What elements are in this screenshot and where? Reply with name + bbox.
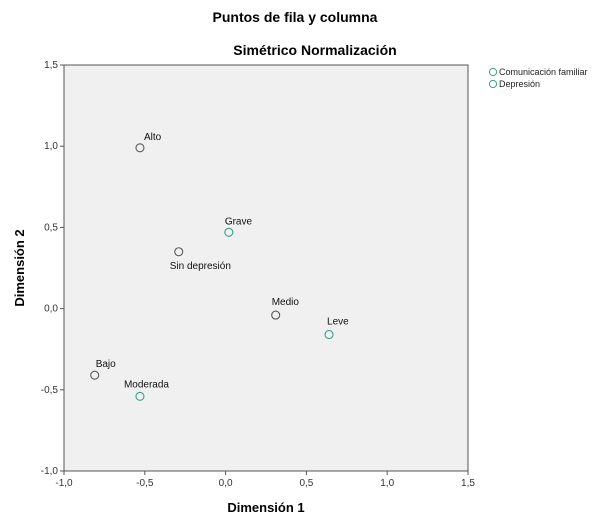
x-tick-label: 0,0 (219, 478, 233, 489)
x-tick-label: 1,5 (461, 478, 475, 489)
x-tick-label: 1,0 (380, 478, 394, 489)
point-label-alto: Alto (144, 132, 162, 143)
legend: Comunicación familiar Depresión (488, 67, 588, 89)
point-label-grave: Grave (225, 216, 253, 227)
point-label-medio: Medio (272, 297, 300, 308)
y-tick-label: 1,0 (44, 141, 58, 152)
y-tick-label: 0,0 (44, 304, 58, 315)
point-leve (324, 330, 334, 340)
legend-marker-comunicacion (488, 67, 498, 77)
point-alto (135, 143, 145, 153)
y-tick-label: 1,5 (44, 60, 58, 71)
x-tick-label: -0,5 (136, 478, 154, 489)
point-label-sin-depresi-n: Sin depresión (170, 261, 231, 272)
point-label-bajo: Bajo (96, 359, 116, 370)
y-tick-label: -0,5 (41, 385, 59, 396)
point-grave (224, 227, 234, 237)
legend-marker-depresion (488, 79, 498, 89)
point-bajo (90, 370, 100, 380)
chart-subtitle: Simétrico Normalización (233, 42, 396, 58)
x-tick-label: -1,0 (55, 478, 73, 489)
legend-label-comunicacion: Comunicación familiar (499, 67, 588, 77)
point-sin-depresi-n (174, 247, 184, 257)
point-label-moderada: Moderada (124, 379, 169, 390)
data-points: Alto Sin depresión Medio Bajo Grave Leve Moder… (90, 132, 349, 401)
point-moderada (135, 391, 145, 401)
y-axis-title: Dimensión 2 (12, 229, 27, 306)
point-label-leve: Leve (327, 317, 349, 328)
legend-label-depresion: Depresión (499, 79, 540, 89)
y-tick-label: 0,5 (44, 222, 58, 233)
point-medio (271, 310, 281, 320)
y-tick-label: -1,0 (41, 466, 59, 477)
x-tick-label: 0,5 (299, 478, 313, 489)
axis-ticks: -1,0 -0,5 0,0 0,5 1,0 1,5 -1,0 -0,5 0,0 0,5 1,0 1,5 (41, 60, 476, 489)
chart-title: Puntos de fila y columna (213, 9, 378, 25)
x-axis-title: Dimensión 1 (227, 500, 304, 515)
plot-area (63, 64, 469, 472)
